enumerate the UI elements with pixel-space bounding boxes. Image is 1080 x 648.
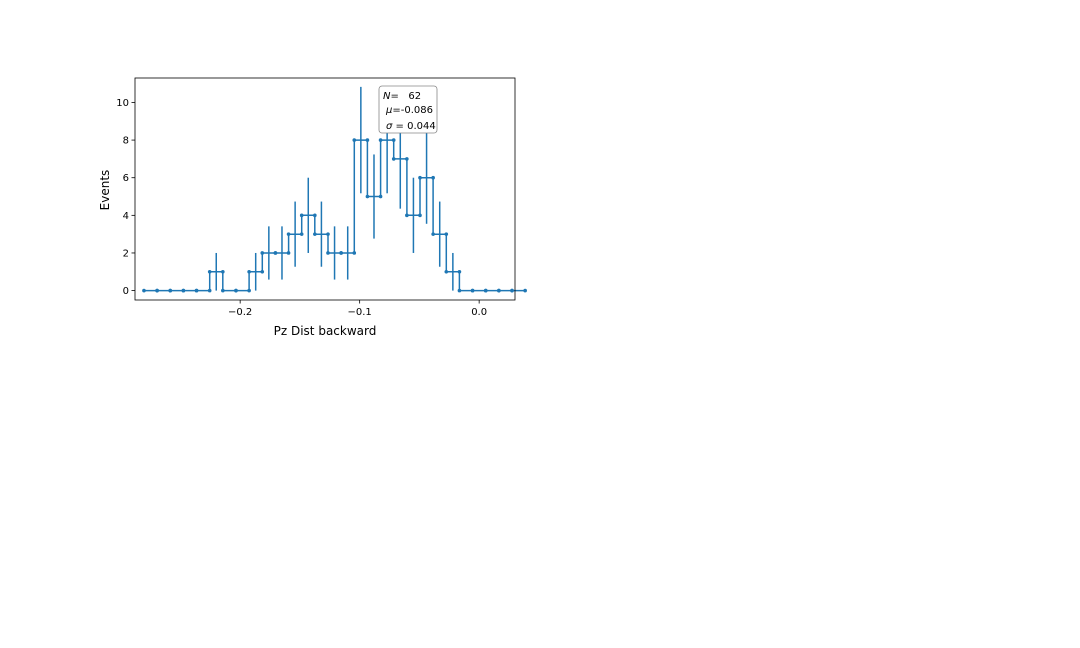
bin-marker [286, 251, 291, 255]
bin-marker [365, 138, 370, 142]
bin-marker [365, 194, 370, 199]
bin-marker [457, 269, 462, 274]
x-tick-label: −0.1 [348, 307, 372, 318]
bin-marker [155, 288, 159, 293]
y-tick-label: 2 [123, 248, 129, 259]
bin-marker [418, 213, 422, 218]
bin-marker [470, 288, 475, 293]
y-tick-label: 4 [123, 211, 129, 222]
bin-marker [273, 251, 278, 255]
bin-marker [483, 288, 488, 293]
stats-line-count: N= 62 [383, 91, 421, 102]
bin-marker [378, 194, 383, 199]
bin-marker [313, 213, 317, 218]
bin-marker [247, 288, 251, 293]
bin-marker [326, 232, 330, 236]
bin-marker [418, 175, 422, 180]
y-tick-label: 8 [123, 136, 129, 147]
bin-marker [444, 232, 449, 236]
stats-line-sigma: σ = 0.044 [386, 121, 436, 132]
data-series [142, 86, 527, 293]
bin-marker [444, 269, 449, 274]
bin-marker [194, 288, 199, 293]
bin-marker [497, 288, 501, 293]
stats-box-frame [378, 85, 438, 134]
x-tick-label: −0.2 [228, 307, 252, 318]
bin-marker [260, 251, 265, 255]
bin-marker [391, 138, 396, 142]
bin-marker [431, 232, 435, 236]
bin-marker [260, 269, 265, 274]
plot-frame [134, 77, 516, 301]
y-axis-label: Events [98, 170, 112, 211]
y-tick-label: 10 [116, 98, 129, 109]
y-tick-label: 0 [123, 286, 129, 297]
bin-marker [313, 232, 317, 236]
bin-marker [221, 269, 225, 274]
x-axis-label: Pz Dist backward [274, 324, 377, 338]
bin-marker [234, 288, 238, 293]
x-axis: −0.2 −0.1 0.0 [228, 300, 487, 318]
bin-marker [431, 175, 435, 180]
bin-marker [247, 269, 251, 274]
bin-marker [221, 288, 225, 293]
bin-marker [352, 138, 357, 142]
bin-marker [168, 288, 173, 293]
bin-marker [352, 251, 357, 255]
y-axis: 0 2 4 6 8 10 [116, 98, 135, 297]
bin-marker [286, 232, 291, 236]
bin-marker [378, 138, 383, 142]
bin-marker [523, 288, 527, 293]
bin-marker [299, 232, 304, 236]
stats-box: N= 62 μ=-0.086 σ = 0.044 [378, 85, 438, 134]
bin-marker [510, 288, 514, 293]
bin-marker [207, 269, 212, 274]
bin-marker [339, 251, 343, 255]
y-tick-label: 6 [123, 173, 129, 184]
bin-marker [405, 157, 409, 161]
bin-marker [391, 157, 396, 161]
bin-marker [207, 288, 212, 293]
bin-marker [326, 251, 330, 255]
x-tick-label: 0.0 [471, 307, 487, 318]
bin-marker [457, 288, 462, 293]
bin-marker [181, 288, 186, 293]
stats-line-mean: μ=-0.086 [385, 105, 433, 116]
bin-marker [142, 288, 146, 293]
bin-marker [299, 213, 304, 218]
bin-marker [405, 213, 409, 218]
